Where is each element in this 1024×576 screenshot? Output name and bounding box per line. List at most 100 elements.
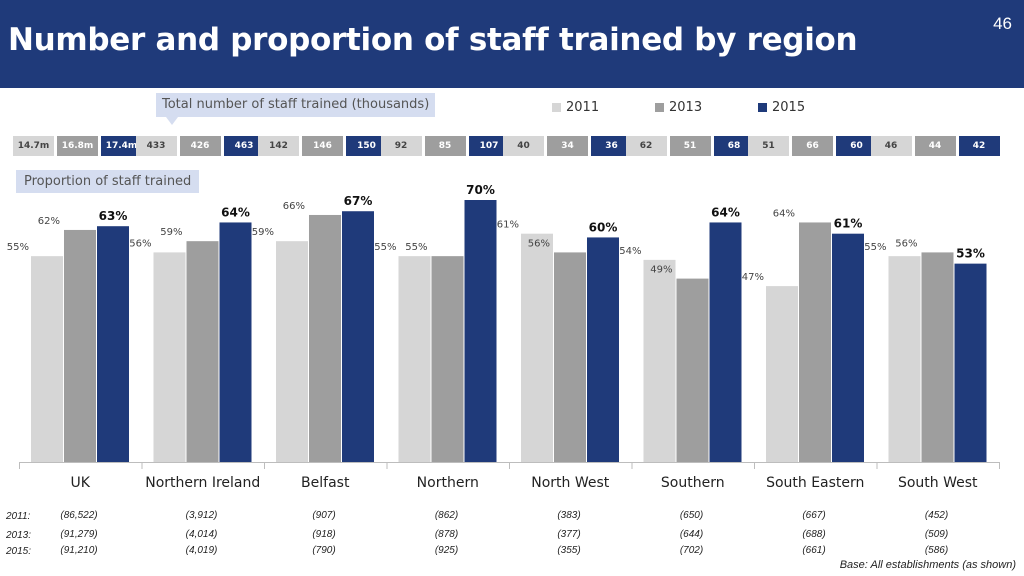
data-label-2015-2: 67% (344, 194, 373, 208)
data-label-2013-1: 59% (160, 227, 182, 238)
bar-2011-3 (398, 256, 431, 462)
base-count-2-3: (925) (434, 545, 459, 556)
total-box-2011-5: 62 (625, 136, 667, 156)
total-box-2015-7: 42 (958, 136, 1000, 156)
data-label-2013-5: 49% (650, 265, 672, 276)
legend-item-2015: 2015 (758, 100, 805, 115)
base-count-1-5: (644) (679, 529, 704, 540)
base-count-0-1: (3,912) (185, 510, 218, 521)
legend-swatch-2011 (552, 103, 561, 112)
base-note: Base: All establishments (as shown) (839, 559, 1016, 571)
bar-2015-2 (342, 211, 374, 462)
bar-2011-6 (766, 286, 798, 462)
total-box-2015-5: 68 (713, 136, 755, 156)
data-label-2013-6: 64% (773, 208, 795, 219)
totals-callout: Total number of staff trained (thousands… (156, 93, 436, 117)
base-count-0-0: (86,522) (60, 510, 98, 521)
data-label-2015-7: 53% (956, 247, 985, 261)
base-count-1-1: (4,014) (185, 529, 218, 540)
bar-2013-6 (799, 222, 831, 462)
total-box-2011-1: 433 (135, 136, 177, 156)
bar-2015-6 (832, 233, 864, 462)
total-box-2013-5: 51 (669, 136, 711, 156)
bar-2015-0 (97, 226, 129, 462)
data-label-2011-1: 56% (129, 238, 151, 249)
total-box-2015-1: 463 (223, 136, 265, 156)
total-box-2015-2: 150 (346, 136, 387, 156)
total-box-2015-4: 36 (591, 136, 632, 156)
callout-pointer (166, 117, 178, 125)
legend-item-2013: 2013 (655, 100, 702, 115)
data-label-2013-2: 66% (283, 201, 305, 212)
total-box-2013-2: 146 (302, 136, 343, 156)
base-row-label-2: 2015: (6, 546, 32, 557)
data-label-2011-7: 55% (864, 242, 886, 253)
base-count-0-4: (383) (557, 510, 581, 521)
bar-2011-1 (153, 252, 186, 462)
data-label-2011-5: 54% (619, 246, 641, 257)
category-label-2: Belfast (301, 475, 350, 491)
legend-label-2011: 2011 (566, 100, 600, 115)
legend-label-2015: 2015 (772, 100, 806, 115)
base-count-2-0: (91,210) (60, 545, 98, 556)
bar-2011-5 (643, 259, 676, 462)
proportion-label: Proportion of staff trained (16, 170, 200, 193)
base-row-label-0: 2011: (6, 511, 31, 522)
total-box-2015-6: 60 (836, 136, 877, 156)
category-label-1: Northern Ireland (145, 475, 260, 491)
legend-swatch-2013 (655, 103, 664, 112)
data-label-2013-7: 56% (895, 238, 917, 249)
data-label-2015-3: 70% (466, 183, 495, 197)
base-count-0-2: (907) (312, 510, 336, 521)
base-count-0-3: (862) (434, 510, 459, 521)
category-label-5: Southern (661, 475, 725, 491)
category-label-3: Northern (417, 475, 479, 491)
bar-2013-0 (64, 229, 96, 462)
base-count-2-5: (702) (679, 545, 704, 556)
page-number: 46 (993, 14, 1012, 33)
bar-2013-7 (921, 252, 954, 462)
base-count-1-0: (91,279) (60, 529, 98, 540)
bar-2011-0 (31, 256, 63, 462)
data-label-2015-4: 60% (589, 220, 618, 234)
page-title: Number and proportion of staff trained b… (8, 22, 858, 58)
base-count-2-7: (586) (924, 545, 949, 556)
legend-item-2011: 2011 (552, 100, 599, 115)
category-label-7: South West (898, 475, 978, 491)
bar-2015-3 (464, 200, 497, 462)
base-count-2-1: (4,019) (185, 545, 218, 556)
data-label-2011-0: 55% (7, 242, 29, 253)
total-box-2011-3: 92 (380, 136, 422, 156)
bar-2011-7 (888, 256, 921, 462)
bar-2013-1 (186, 241, 219, 462)
total-box-2013-6: 66 (792, 136, 833, 156)
bar-2015-4 (587, 237, 619, 462)
total-box-2011-2: 142 (258, 136, 299, 156)
base-count-2-2: (790) (312, 545, 336, 556)
header-bar: Number and proportion of staff trained b… (0, 0, 1024, 88)
total-box-2011-7: 46 (870, 136, 912, 156)
total-box-2011-4: 40 (503, 136, 544, 156)
base-count-1-7: (509) (924, 529, 949, 540)
bar-2015-5 (709, 222, 742, 462)
total-box-2015-0: 17.4m (101, 136, 142, 156)
bar-2013-4 (554, 252, 586, 462)
base-count-0-5: (650) (679, 510, 704, 521)
data-label-2013-0: 62% (38, 216, 60, 227)
base-count-2-6: (661) (802, 545, 826, 556)
base-count-0-7: (452) (924, 510, 949, 521)
data-label-2011-4: 61% (497, 220, 519, 231)
base-count-1-4: (377) (557, 529, 581, 540)
total-box-2013-4: 34 (547, 136, 588, 156)
bar-2013-2 (309, 214, 341, 462)
data-label-2013-4: 56% (528, 238, 550, 249)
data-label-2011-6: 47% (742, 272, 764, 283)
base-row-label-1: 2013: (6, 530, 32, 541)
data-label-2015-5: 64% (711, 205, 740, 219)
legend-swatch-2015 (758, 103, 767, 112)
total-box-2013-7: 44 (914, 136, 956, 156)
bar-2013-3 (431, 256, 464, 462)
base-count-1-2: (918) (312, 529, 336, 540)
bar-2015-7 (954, 263, 987, 462)
